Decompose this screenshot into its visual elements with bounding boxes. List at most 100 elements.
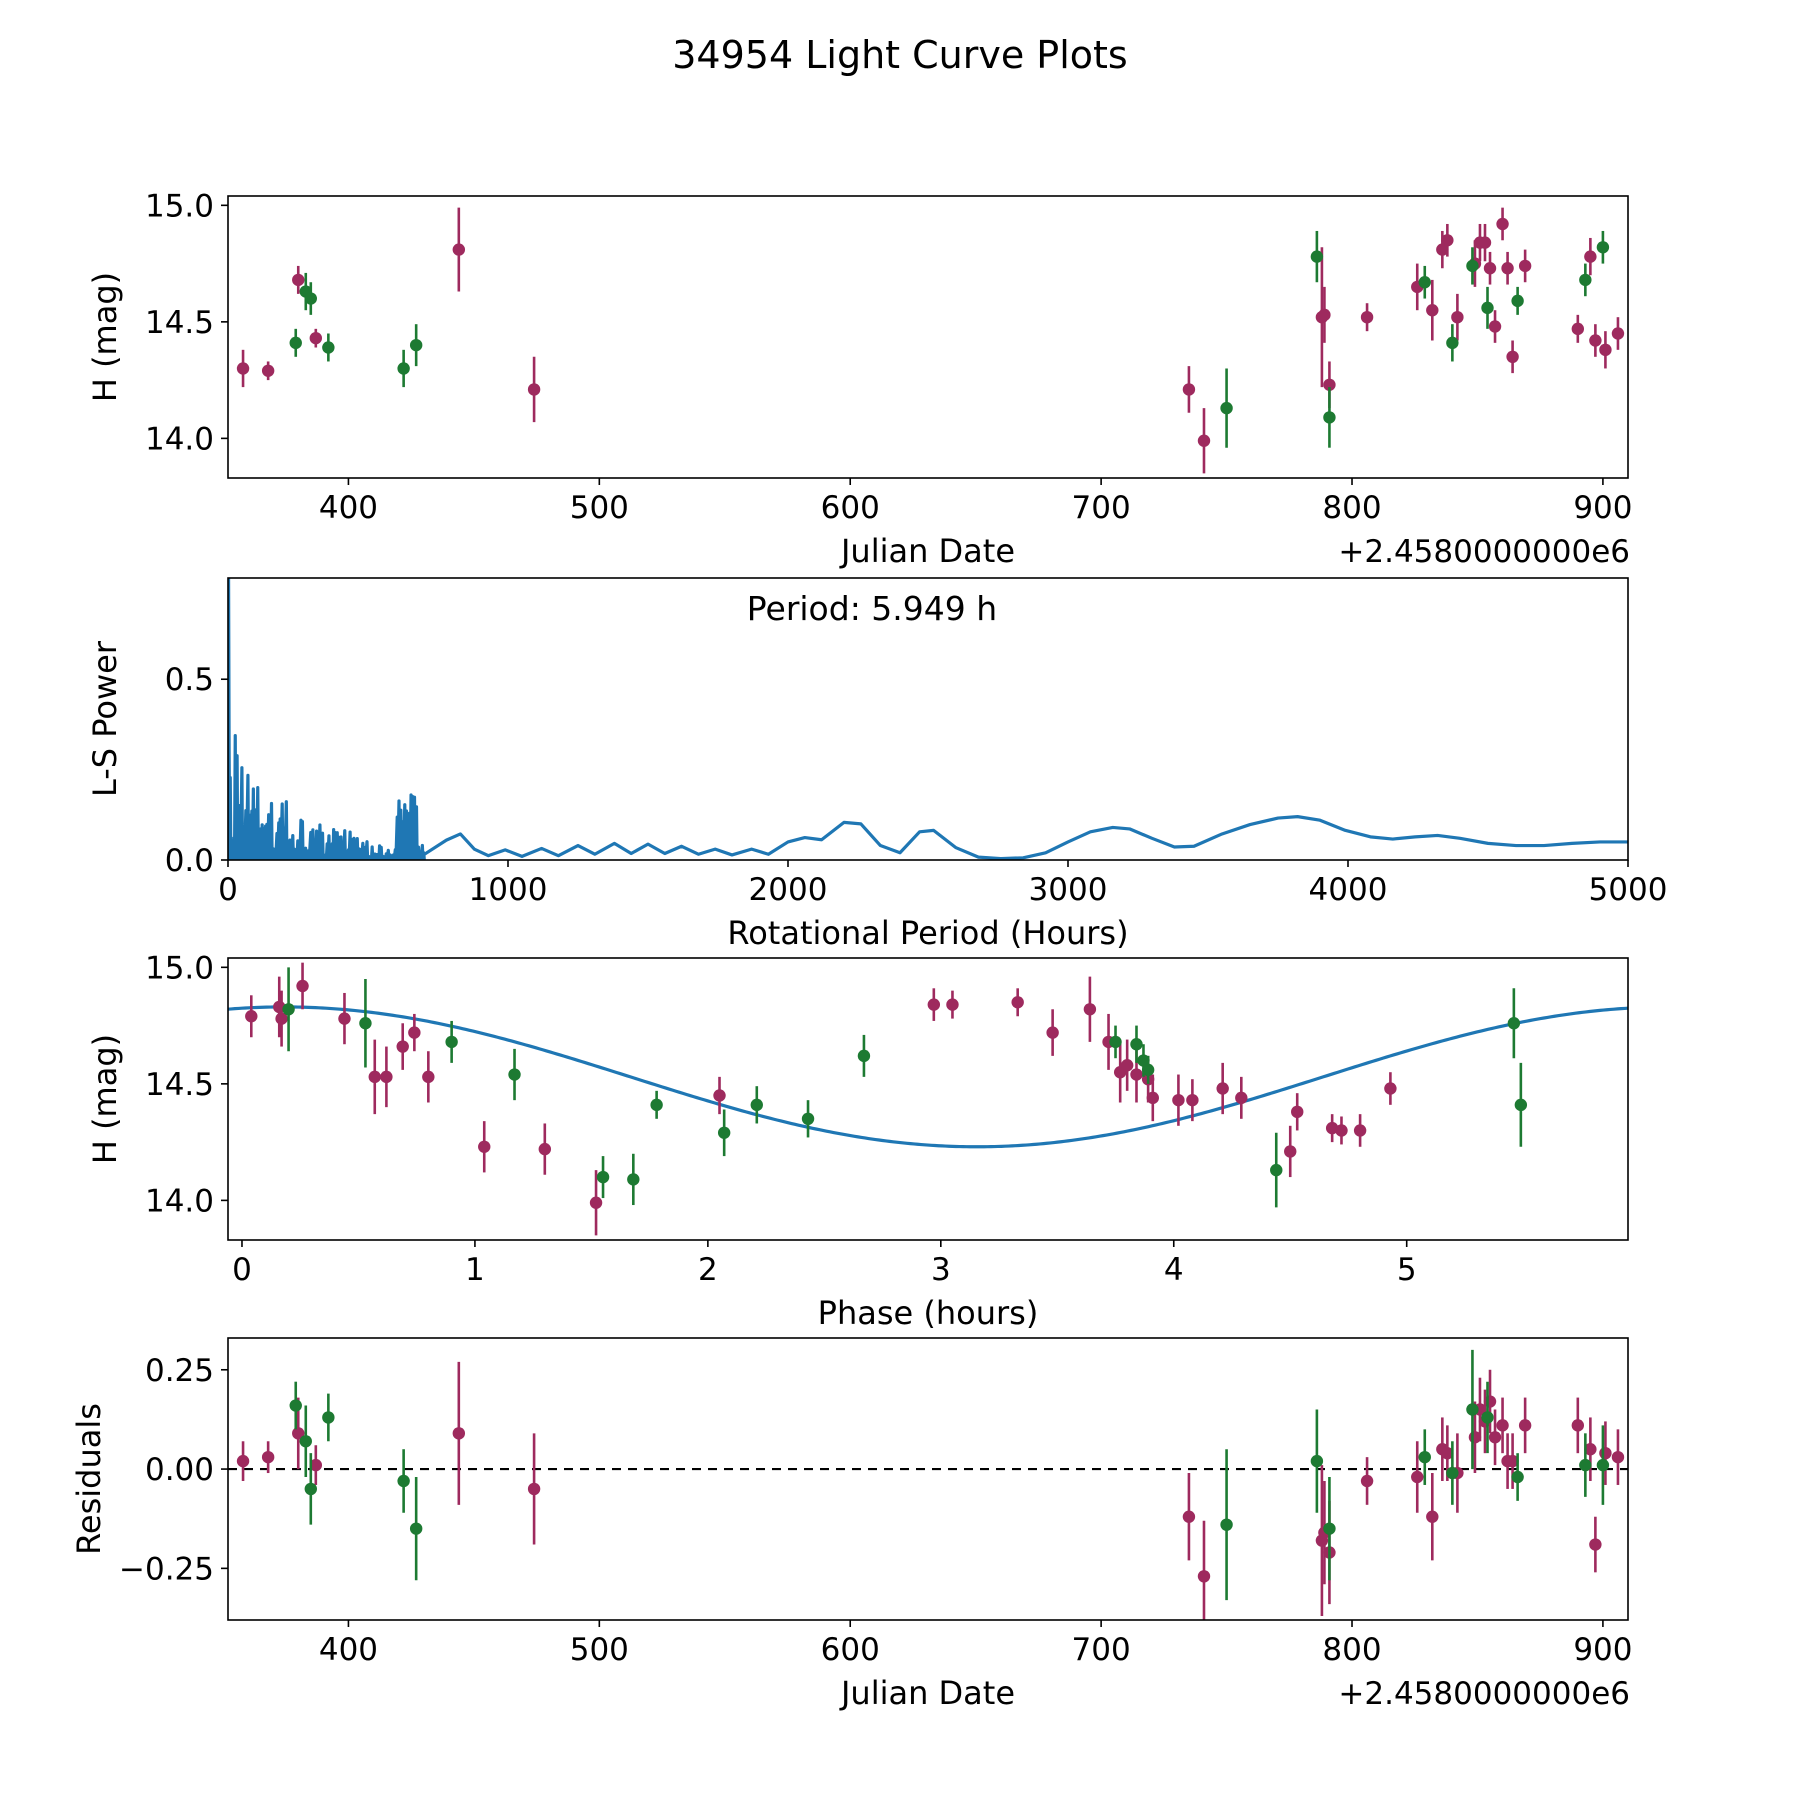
x-tick-label: 5000: [1589, 872, 1668, 908]
x-tick-label: 4000: [1309, 872, 1388, 908]
data-point: [299, 1435, 312, 1448]
data-point: [1446, 336, 1459, 350]
data-point: [1511, 1470, 1524, 1484]
data-point: [1141, 1063, 1155, 1077]
data-point: [1481, 301, 1494, 315]
data-point: [1518, 259, 1532, 273]
data-point: [296, 979, 309, 993]
sinusoid-model-line: [228, 1005, 1628, 1149]
series-series_c: [289, 1349, 1610, 1601]
data-point: [1130, 1068, 1143, 1081]
data-point: [478, 1140, 491, 1153]
x-axis-label-phase-folded: Phase (hours): [818, 1294, 1039, 1332]
x-tick-label: 5: [1397, 1252, 1417, 1288]
data-point: [650, 1098, 663, 1112]
data-point: [1466, 259, 1479, 273]
data-point: [1599, 1446, 1612, 1460]
data-point: [422, 1070, 435, 1084]
series-series_c: [282, 967, 1528, 1208]
data-point: [1310, 250, 1324, 263]
data-point: [304, 1482, 317, 1496]
data-point: [1579, 1458, 1592, 1472]
data-point: [1146, 1091, 1159, 1105]
axes-spine-phase-folded: [227, 957, 1629, 1241]
data-point: [1483, 262, 1497, 275]
data-point: [1318, 308, 1331, 322]
data-point: [452, 1427, 466, 1440]
period-annotation: Period: 5.949 h: [747, 589, 997, 628]
data-point: [538, 1142, 552, 1156]
data-point: [236, 1454, 250, 1468]
data-point: [1323, 1522, 1336, 1535]
data-point: [1451, 310, 1464, 324]
data-point: [1518, 1419, 1532, 1432]
data-point: [1596, 241, 1610, 254]
data-point: [1441, 1446, 1454, 1460]
data-point: [857, 1049, 871, 1063]
data-point: [1466, 1403, 1479, 1416]
data-point: [1483, 1395, 1497, 1408]
y-axis-label-phase-folded: H (mag): [86, 1034, 124, 1164]
x-tick-label: 600: [821, 490, 880, 526]
y-tick-label: 15.0: [145, 188, 214, 224]
data-point: [289, 336, 302, 350]
data-point: [927, 998, 941, 1011]
x-tick-label: 900: [1573, 490, 1632, 526]
y-tick-label: 0.25: [145, 1353, 214, 1389]
y-axis-label-periodogram: L-S Power: [86, 640, 124, 797]
data-point: [1109, 1035, 1122, 1049]
data-point: [1507, 1017, 1521, 1030]
x-tick-label: 2000: [749, 872, 828, 908]
data-point: [1291, 1105, 1304, 1119]
x-tick-label: 2: [698, 1252, 718, 1288]
data-point: [1481, 1411, 1494, 1424]
data-point: [1310, 1454, 1324, 1468]
x-tick-label: 800: [1322, 490, 1381, 526]
data-point: [1325, 1121, 1339, 1135]
y-tick-label: 14.0: [145, 1183, 214, 1219]
data-point: [1506, 1454, 1519, 1468]
axes-spine-residuals: [227, 1337, 1629, 1621]
x-tick-label: 500: [570, 490, 629, 526]
data-point: [322, 1411, 335, 1424]
data-point: [946, 998, 959, 1011]
data-point: [1426, 1510, 1439, 1523]
data-point: [713, 1089, 726, 1102]
x-tick-label: 700: [1072, 490, 1131, 526]
data-point: [801, 1112, 815, 1126]
x-tick-label: 800: [1322, 1632, 1381, 1668]
panel-lightcurve: 400 500 600 700 800 900 14.0 14.5 15.0 Julian Dat…: [86, 188, 1632, 570]
x-axis-offset-label-residuals: +2.4580000000e6: [1338, 1676, 1630, 1712]
data-point: [1197, 1570, 1211, 1583]
x-tick-label: 4: [1164, 1252, 1184, 1288]
data-point: [1418, 276, 1431, 289]
data-point: [1496, 1419, 1509, 1432]
axes-spine-lightcurve: [227, 195, 1629, 479]
x-tick-label: 600: [821, 1632, 880, 1668]
data-point: [409, 1522, 423, 1535]
x-axis-label-residuals: Julian Date: [839, 1674, 1015, 1712]
data-point: [1488, 320, 1502, 333]
data-point: [527, 1482, 541, 1496]
data-point: [1270, 1163, 1283, 1177]
y-tick-label: −0.25: [119, 1551, 214, 1587]
data-point: [1083, 1003, 1097, 1016]
data-point: [1235, 1091, 1248, 1105]
x-tick-label: 1000: [469, 872, 548, 908]
data-point: [1589, 1538, 1602, 1551]
data-point: [1182, 383, 1196, 396]
data-point: [1496, 217, 1509, 231]
data-point: [289, 1399, 302, 1412]
data-point: [1446, 1466, 1459, 1480]
y-tick-label: 14.5: [145, 305, 214, 341]
data-point: [1441, 234, 1454, 247]
x-tick-label: 0: [218, 872, 238, 908]
x-tick-label: 900: [1573, 1632, 1632, 1668]
data-point: [1426, 304, 1439, 317]
data-point: [1506, 350, 1519, 364]
panel-phase-folded: 0 1 2 3 4 5 14.0 14.5 15.0 Phase (hours) H (mag): [86, 950, 1629, 1332]
data-point: [309, 1458, 323, 1472]
